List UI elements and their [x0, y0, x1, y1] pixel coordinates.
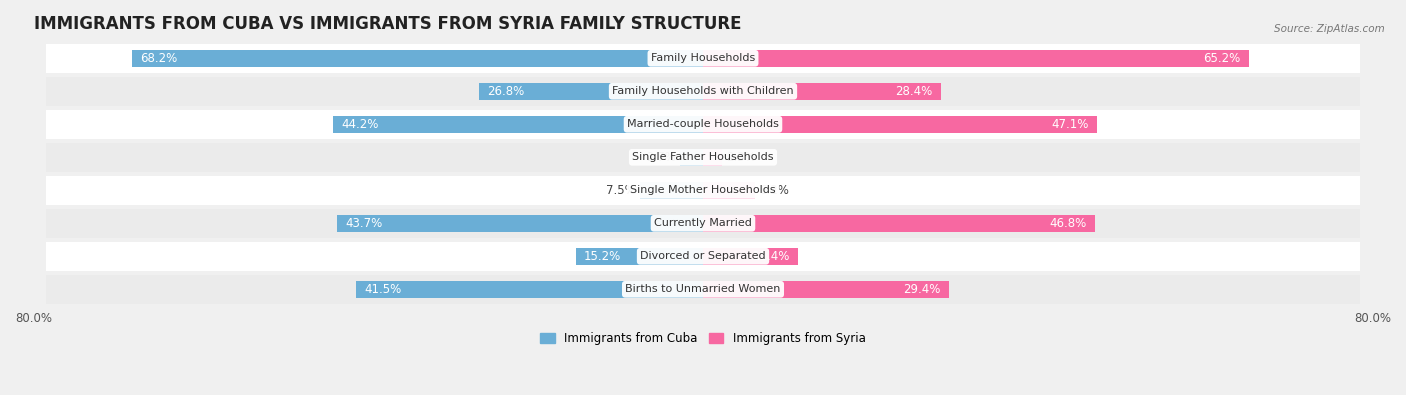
Bar: [703, 215, 1095, 232]
Bar: [337, 215, 703, 232]
Bar: [46, 44, 1360, 73]
Text: Births to Unmarried Women: Births to Unmarried Women: [626, 284, 780, 294]
Text: 46.8%: 46.8%: [1049, 217, 1087, 230]
Text: 29.4%: 29.4%: [903, 283, 941, 296]
Text: Family Households: Family Households: [651, 53, 755, 63]
Text: 68.2%: 68.2%: [141, 52, 179, 65]
Bar: [703, 50, 1249, 67]
Bar: [356, 281, 703, 298]
Text: 11.4%: 11.4%: [752, 250, 790, 263]
Bar: [46, 242, 1360, 271]
Bar: [333, 116, 703, 133]
Bar: [478, 83, 703, 100]
Bar: [46, 143, 1360, 172]
Text: Currently Married: Currently Married: [654, 218, 752, 228]
Bar: [703, 182, 755, 199]
Bar: [46, 110, 1360, 139]
Bar: [640, 182, 703, 199]
Text: Family Households with Children: Family Households with Children: [612, 86, 794, 96]
Bar: [703, 149, 723, 166]
Bar: [681, 149, 703, 166]
Text: 2.7%: 2.7%: [647, 151, 676, 164]
Text: IMMIGRANTS FROM CUBA VS IMMIGRANTS FROM SYRIA FAMILY STRUCTURE: IMMIGRANTS FROM CUBA VS IMMIGRANTS FROM …: [34, 15, 741, 33]
Bar: [46, 275, 1360, 304]
Text: 41.5%: 41.5%: [364, 283, 401, 296]
Text: 43.7%: 43.7%: [346, 217, 382, 230]
Text: Source: ZipAtlas.com: Source: ZipAtlas.com: [1274, 24, 1385, 34]
Legend: Immigrants from Cuba, Immigrants from Syria: Immigrants from Cuba, Immigrants from Sy…: [536, 327, 870, 350]
Text: 47.1%: 47.1%: [1052, 118, 1088, 131]
Bar: [132, 50, 703, 67]
Bar: [703, 83, 941, 100]
Text: Single Father Households: Single Father Households: [633, 152, 773, 162]
Text: Married-couple Households: Married-couple Households: [627, 119, 779, 129]
Bar: [46, 209, 1360, 238]
Text: Divorced or Separated: Divorced or Separated: [640, 251, 766, 261]
Text: 65.2%: 65.2%: [1204, 52, 1240, 65]
Bar: [703, 116, 1097, 133]
Bar: [703, 248, 799, 265]
Text: Single Mother Households: Single Mother Households: [630, 185, 776, 195]
Bar: [46, 176, 1360, 205]
Bar: [46, 77, 1360, 106]
Text: 15.2%: 15.2%: [583, 250, 621, 263]
Text: 26.8%: 26.8%: [486, 85, 524, 98]
Text: 2.3%: 2.3%: [727, 151, 756, 164]
Text: 6.2%: 6.2%: [759, 184, 789, 197]
Text: 44.2%: 44.2%: [342, 118, 378, 131]
Text: 28.4%: 28.4%: [896, 85, 932, 98]
Bar: [576, 248, 703, 265]
Bar: [703, 281, 949, 298]
Text: 7.5%: 7.5%: [606, 184, 636, 197]
